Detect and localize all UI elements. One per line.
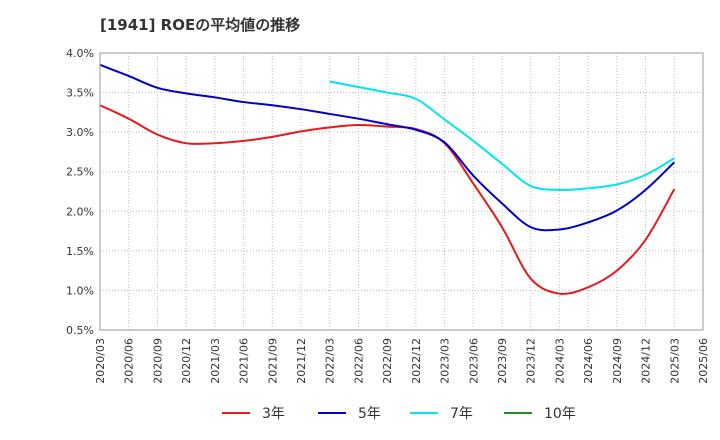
legend-label: 3年	[262, 406, 285, 422]
series-group	[99, 63, 676, 295]
y-tick-label: 2.0%	[66, 205, 94, 218]
x-tick-label: 2020/06	[123, 338, 136, 384]
x-tick-label: 2024/06	[582, 338, 595, 384]
series-line-1	[99, 63, 675, 232]
x-tick-label: 2020/12	[180, 338, 193, 384]
x-tick-label: 2023/12	[525, 338, 538, 384]
x-tick-label: 2025/06	[697, 338, 710, 384]
x-tick-label: 2020/09	[151, 338, 164, 384]
y-tick-label: 0.5%	[66, 324, 94, 337]
x-tick-label: 2023/03	[439, 338, 452, 384]
x-tick-label: 2022/09	[381, 338, 394, 384]
x-tick-label: 2022/12	[410, 338, 423, 384]
x-axis: 2020/03 2020/06 2020/09 2020/12 2021/03 2021/…	[94, 338, 710, 384]
x-tick-label: 2021/09	[266, 338, 279, 384]
x-tick-label: 2022/06	[352, 338, 365, 384]
x-tick-label: 2021/03	[209, 338, 222, 384]
legend-label: 10年	[544, 406, 576, 422]
series-line-2	[329, 80, 675, 192]
chart-title: [1941] ROEの平均値の推移	[100, 16, 301, 34]
x-tick-label: 2024/09	[611, 338, 624, 384]
plot-background	[100, 53, 703, 330]
x-tick-label: 2023/06	[467, 338, 480, 384]
legend: 3年 5年 7年 10年	[222, 406, 576, 422]
y-tick-label: 1.5%	[66, 245, 94, 258]
legend-label: 7年	[450, 406, 473, 422]
y-tick-label: 4.0%	[66, 47, 94, 60]
y-tick-label: 1.0%	[66, 284, 94, 297]
series-line-0	[99, 104, 676, 295]
legend-label: 5年	[358, 406, 381, 422]
x-tick-label: 2023/09	[496, 338, 509, 384]
x-tick-label: 2025/03	[668, 338, 681, 384]
plot-border	[99, 52, 704, 331]
y-axis: 0.5% 1.0% 1.5% 2.0% 2.5% 3.0% 3.5% 4.0%	[66, 47, 94, 337]
y-tick-label: 3.5%	[66, 87, 94, 100]
x-tick-label: 2024/12	[640, 338, 653, 384]
x-tick-label: 2021/06	[238, 338, 251, 384]
x-tick-label: 2020/03	[94, 338, 107, 384]
y-tick-label: 2.5%	[66, 166, 94, 179]
x-tick-label: 2021/12	[295, 338, 308, 384]
x-tick-label: 2022/03	[324, 338, 337, 384]
y-tick-label: 3.0%	[66, 126, 94, 139]
x-tick-label: 2024/03	[553, 338, 566, 384]
